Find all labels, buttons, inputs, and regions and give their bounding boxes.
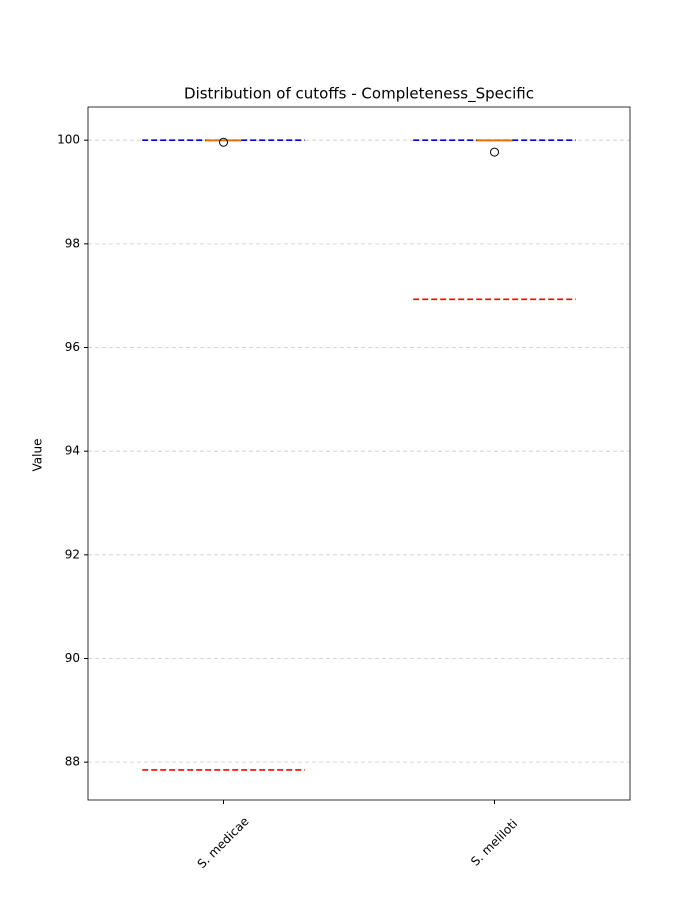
y-tick-label: 98 [65, 236, 80, 250]
chart-title: Distribution of cutoffs - Completeness_S… [184, 85, 534, 104]
y-tick-label: 94 [65, 444, 80, 458]
y-tick-label: 90 [65, 651, 80, 665]
x-tick-label: S. meliloti [468, 817, 520, 869]
y-axis-label: Value [31, 439, 45, 472]
y-tick-label: 96 [65, 340, 80, 354]
outlier [490, 147, 499, 157]
x-tick-label: S. medicae [195, 814, 252, 871]
y-tick-label: 88 [65, 755, 80, 769]
outlier [219, 137, 228, 147]
plot-frame [87, 106, 631, 801]
y-tick-label: 92 [65, 547, 80, 561]
y-tick-label: 100 [57, 133, 80, 147]
